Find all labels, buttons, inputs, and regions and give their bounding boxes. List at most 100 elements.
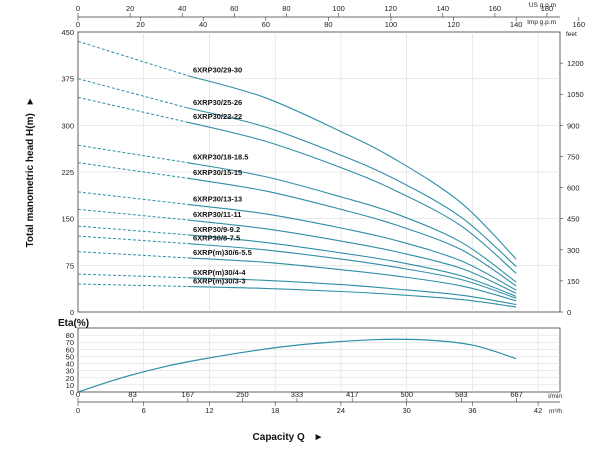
feet-tick-label: 900 xyxy=(567,121,580,130)
curve-labels: 6XRP30/29-30 6XRP30/25-26 6XRP30/22-22 6XRP… xyxy=(193,66,252,286)
imp-gpm-tick-label: 80 xyxy=(324,20,332,29)
curve-label: 6XRP30/8-7.5 xyxy=(193,234,240,243)
eta-axis-title: Eta(%) xyxy=(58,318,89,329)
y-axis-title-text: Total manometric head H(m) xyxy=(25,113,36,247)
curve-label: 6XRP(m)30/3-3 xyxy=(193,276,246,285)
curve-label: 6XRP30/25-26 xyxy=(193,98,242,107)
head-curve-dashed xyxy=(77,273,188,279)
head-curves xyxy=(77,40,517,308)
curve-label: 6XRP30/9-9.2 xyxy=(193,225,240,234)
head-tick-label: 375 xyxy=(61,75,74,84)
head-curve xyxy=(187,162,517,283)
efficiency-curve xyxy=(77,338,517,393)
feet-unit: feet xyxy=(566,31,577,38)
us-gpm-tick-label: 60 xyxy=(230,4,238,13)
head-tick-label: 150 xyxy=(61,215,74,224)
feet-tick-label: 1200 xyxy=(567,59,584,68)
imp-gpm-tick-label: 100 xyxy=(385,20,398,29)
eta-tick-label: 80 xyxy=(66,331,74,340)
eta-tick-label: 40 xyxy=(66,360,74,369)
head-curve xyxy=(187,121,517,274)
m3h-tick-label: 6 xyxy=(142,406,146,415)
head-curve xyxy=(187,177,517,287)
head-curve xyxy=(187,203,517,291)
us-gpm-tick-label: 80 xyxy=(282,4,290,13)
head-curve xyxy=(187,285,517,308)
head-curve xyxy=(187,277,517,306)
feet-tick-label: 600 xyxy=(567,184,580,193)
head-curve xyxy=(187,219,517,294)
efficiency-plot-frame xyxy=(77,327,561,393)
imp-gpm-tick-label: 60 xyxy=(262,20,270,29)
m3h-unit: m³/h xyxy=(549,408,562,415)
eta-tick-label: 30 xyxy=(66,367,74,376)
lmin-tick-label: 583 xyxy=(455,390,468,399)
head-tick-label: 75 xyxy=(66,261,74,270)
head-curve-dashed xyxy=(77,144,188,164)
feet-tick-label: 450 xyxy=(567,215,580,224)
curve-label: 6XRP30/22-22 xyxy=(193,112,242,121)
imp-gpm-tick-label: 120 xyxy=(447,20,460,29)
head-curve-dashed xyxy=(77,208,188,221)
eta-tick-label: 0 xyxy=(70,388,74,397)
head-curve xyxy=(187,75,517,260)
us-gpm-unit: US g.p.m xyxy=(529,2,556,9)
lmin-tick-label: 500 xyxy=(401,390,414,399)
us-gpm-tick-label: 20 xyxy=(126,4,134,13)
eta-tick-label: 60 xyxy=(66,345,74,354)
imp-gpm-tick-label: 40 xyxy=(199,20,207,29)
lmin-tick-label: 83 xyxy=(128,390,136,399)
m3h-tick-label: 30 xyxy=(402,406,410,415)
y-axis-title: Total manometric head H(m) ► xyxy=(25,97,36,248)
y-axis-arrow: ► xyxy=(25,97,36,107)
head-curve-dashed xyxy=(77,283,188,287)
imp-gpm-tick-label: 20 xyxy=(136,20,144,29)
eta-tick-label: 50 xyxy=(66,352,74,361)
eta-tick-label: 20 xyxy=(66,374,74,383)
eta-tick-label: 10 xyxy=(66,381,74,390)
head-tick-label: 300 xyxy=(61,121,74,130)
curve-label: 6XRP30/29-30 xyxy=(193,66,242,75)
eta-tick-label: 70 xyxy=(66,338,74,347)
imp-gpm-tick-label: 140 xyxy=(510,20,523,29)
ticks-layer: 0751502253003754500150300450600750900105… xyxy=(61,4,585,415)
x-axis-title: Capacity Q ► xyxy=(253,432,324,443)
head-curve-dashed xyxy=(77,162,188,179)
lmin-tick-label: 333 xyxy=(291,390,304,399)
m3h-tick-label: 0 xyxy=(76,406,80,415)
head-curve-dashed xyxy=(77,96,188,123)
x-axis-title-text: Capacity Q xyxy=(253,432,305,443)
head-curve-dashed xyxy=(77,225,188,236)
curve-label: 6XRP30/11-11 xyxy=(193,210,241,219)
head-curve-dashed xyxy=(77,191,188,205)
us-gpm-tick-label: 120 xyxy=(384,4,397,13)
lmin-tick-label: 667 xyxy=(510,390,523,399)
curve-label: 6XRP30/15-15 xyxy=(193,168,242,177)
head-curve xyxy=(187,257,517,302)
imp-gpm-tick-label: 160 xyxy=(573,20,586,29)
head-curve xyxy=(187,107,517,268)
efficiency-curve-group xyxy=(77,338,517,393)
curve-label: 6XRP(m)30/6-5.5 xyxy=(193,248,252,257)
us-gpm-tick-label: 160 xyxy=(489,4,502,13)
head-curve-dashed xyxy=(77,78,188,109)
curve-label: 6XRP30/18-18.5 xyxy=(193,153,248,162)
lmin-tick-label: 417 xyxy=(346,390,359,399)
feet-tick-label: 300 xyxy=(567,246,580,255)
imp-gpm-unit: Imp g.p.m xyxy=(527,19,556,26)
m3h-tick-label: 12 xyxy=(205,406,213,415)
imp-gpm-tick-label: 0 xyxy=(76,20,80,29)
lmin-tick-label: 0 xyxy=(76,390,80,399)
feet-tick-label: 0 xyxy=(567,308,571,317)
head-tick-label: 450 xyxy=(61,28,74,37)
m3h-tick-label: 36 xyxy=(468,406,476,415)
head-tick-label: 225 xyxy=(61,168,74,177)
head-curve xyxy=(187,234,517,297)
us-gpm-tick-label: 40 xyxy=(178,4,186,13)
us-gpm-tick-label: 180 xyxy=(541,4,554,13)
curve-label: 6XRP30/13-13 xyxy=(193,194,242,203)
us-gpm-tick-label: 100 xyxy=(332,4,345,13)
head-curve-dashed xyxy=(77,40,188,77)
us-gpm-tick-label: 0 xyxy=(76,4,80,13)
